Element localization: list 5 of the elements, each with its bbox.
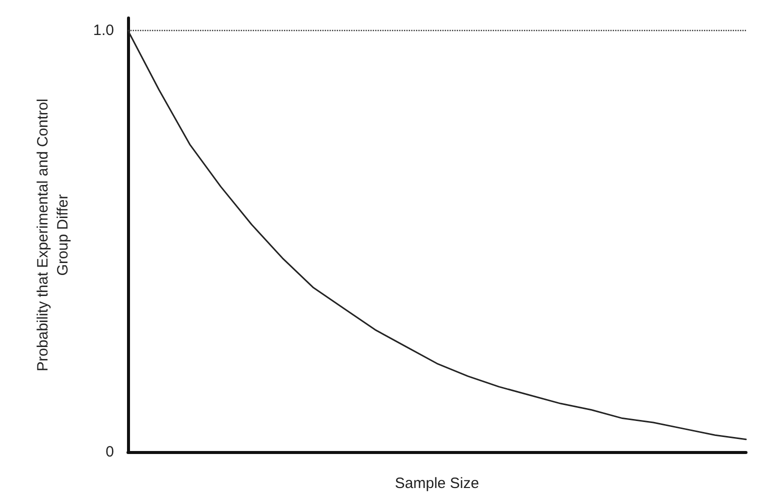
line-series (127, 30, 747, 440)
x-axis-title: Sample Size (394, 475, 480, 492)
y-tick-label: 0 (106, 444, 114, 460)
y-axis-title: Probability that Experimental and Control Group Differ (34, 98, 72, 372)
y-tick-label: 1.0 (93, 22, 114, 40)
